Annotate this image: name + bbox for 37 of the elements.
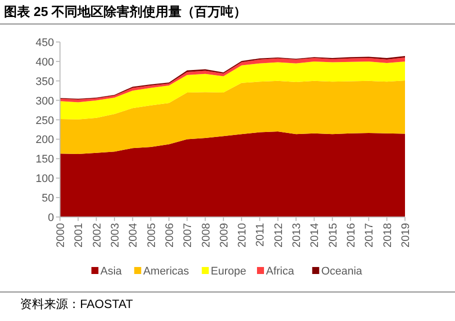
legend-label: Europe: [210, 266, 246, 278]
y-tick-label: 250: [36, 114, 54, 127]
y-tick-label: 50: [42, 192, 54, 205]
y-tick-label: 400: [36, 56, 54, 68]
text: 资料来源：FAOSTAT: [20, 297, 134, 311]
legend-label: Asia: [100, 266, 123, 278]
y-tick-label: 300: [36, 95, 54, 108]
y-tick-label: 100: [36, 173, 54, 186]
x-tick-label: 2007: [182, 223, 194, 248]
y-tick-label: 200: [36, 134, 54, 146]
x-tick-label: 2018: [382, 223, 394, 248]
x-tick-label: 2008: [200, 223, 212, 248]
legend-label: Oceania: [321, 266, 364, 278]
x-tick-label: 2005: [146, 223, 158, 248]
x-tick-label: 2009: [218, 223, 230, 248]
x-tick-label: 2001: [73, 223, 86, 248]
y-tick-label: 450: [36, 37, 54, 49]
x-tick-label: 2012: [272, 223, 285, 248]
x-tick-label: 2010: [236, 223, 249, 248]
legend-label: Africa: [266, 266, 295, 278]
y-tick-label: 350: [36, 76, 54, 88]
x-tick-label: 2016: [346, 223, 358, 248]
chart-title: 图表 25 不同地区除害剂使用量（百万吨）: [4, 4, 247, 19]
x-tick-label: 2014: [309, 223, 322, 248]
x-tick-label: 2002: [91, 223, 104, 248]
x-tick-label: 2006: [164, 223, 176, 248]
y-tick-label: 0: [48, 212, 54, 224]
x-tick-label: 2003: [109, 223, 122, 248]
x-tick-label: 2011: [254, 223, 267, 247]
x-tick-label: 2000: [55, 223, 67, 248]
x-tick-label: 2004: [128, 223, 140, 248]
y-tick-label: 150: [36, 154, 54, 166]
x-tick-label: 2015: [327, 223, 340, 248]
legend-label: Americas: [143, 266, 190, 278]
x-tick-label: 2013: [291, 223, 304, 248]
x-tick-label: 2019: [400, 223, 412, 248]
x-tick-label: 2017: [364, 223, 376, 248]
